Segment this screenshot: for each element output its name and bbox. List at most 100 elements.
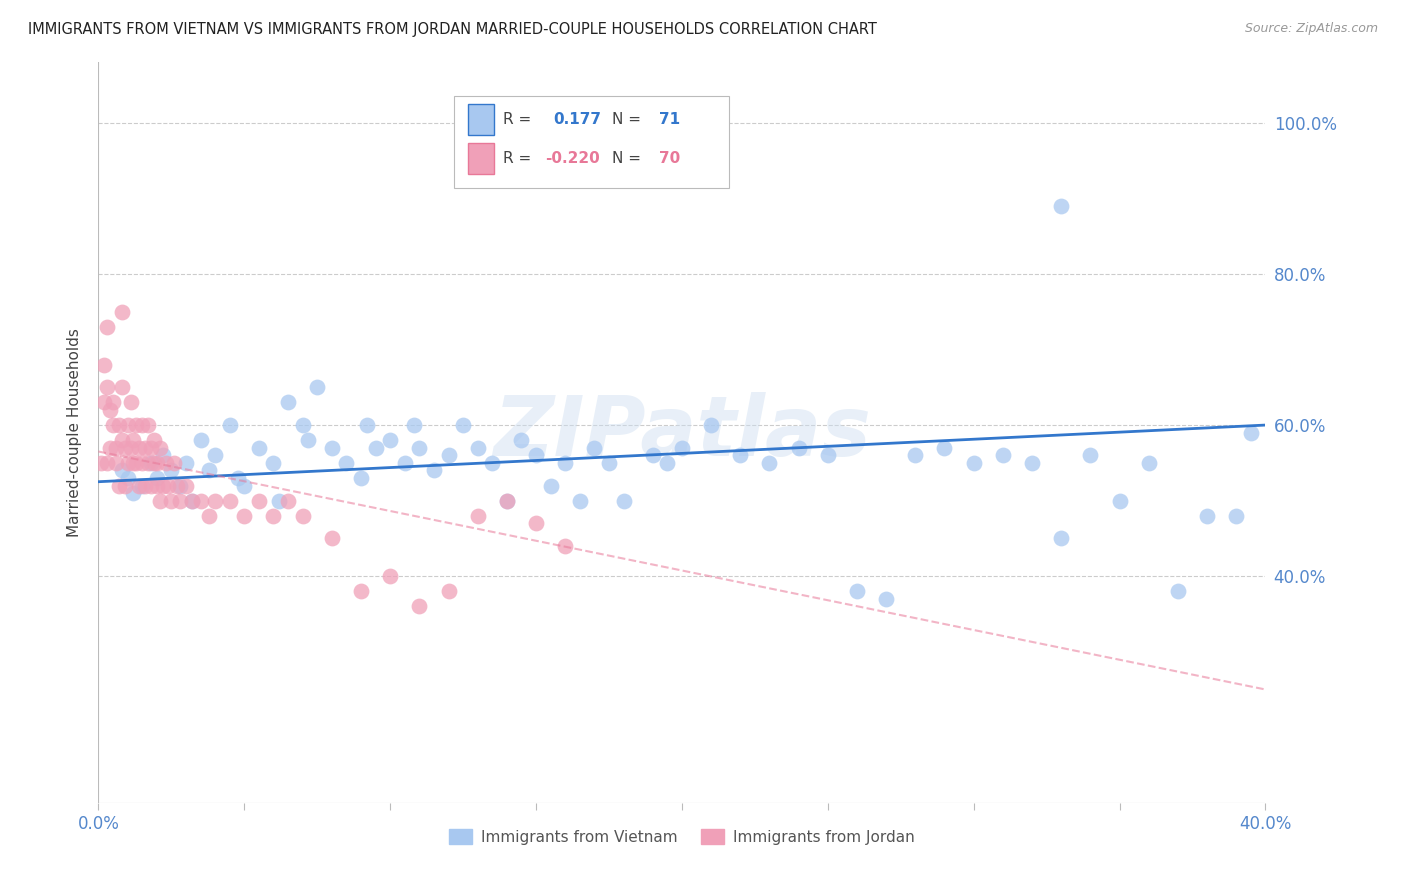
Point (96, 319, 118, 334)
Point (111, 463, 134, 477)
Point (380, 433, 402, 447)
Point (131, 478, 153, 492)
Point (991, 448, 1014, 462)
Point (108, 478, 131, 492)
Text: IMMIGRANTS FROM VIETNAM VS IMMIGRANTS FROM JORDAN MARRIED-COUPLE HOUSEHOLDS CORR: IMMIGRANTS FROM VIETNAM VS IMMIGRANTS FR… (28, 22, 877, 37)
Point (451, 418, 474, 433)
Point (297, 433, 319, 447)
Point (166, 478, 188, 492)
Point (321, 441, 343, 455)
Point (583, 441, 606, 455)
Point (364, 441, 387, 455)
Point (198, 508, 221, 523)
Point (423, 463, 446, 477)
Point (128, 441, 150, 455)
Point (568, 493, 591, 508)
Point (114, 478, 136, 492)
Point (134, 478, 156, 492)
Point (117, 456, 139, 470)
Point (90, 456, 112, 470)
Point (1050, 199, 1073, 213)
Text: -0.220: -0.220 (546, 151, 600, 166)
Point (142, 456, 165, 470)
Point (1195, 508, 1218, 523)
Text: R =: R = (503, 151, 531, 166)
Point (101, 395, 124, 409)
Point (408, 441, 430, 455)
Point (758, 456, 780, 470)
Point (122, 433, 145, 447)
Point (540, 478, 562, 492)
Point (233, 478, 256, 492)
Point (120, 395, 142, 409)
Point (149, 493, 172, 508)
FancyBboxPatch shape (468, 103, 494, 135)
Point (125, 418, 148, 433)
Point (1080, 448, 1102, 462)
Point (128, 478, 150, 492)
Point (307, 380, 329, 394)
Point (117, 471, 139, 485)
Point (356, 418, 378, 433)
Point (139, 456, 162, 470)
Point (481, 456, 503, 470)
Point (904, 448, 927, 462)
Point (641, 448, 664, 462)
Text: R =: R = (503, 112, 531, 127)
Point (1225, 508, 1247, 523)
Point (198, 463, 221, 477)
Point (142, 433, 165, 447)
Point (152, 478, 174, 492)
Point (169, 478, 191, 492)
Point (394, 456, 416, 470)
Point (321, 532, 343, 546)
Point (846, 584, 869, 599)
Text: 0.177: 0.177 (554, 112, 602, 127)
Point (277, 395, 299, 409)
Point (437, 584, 460, 599)
Text: N =: N = (612, 151, 641, 166)
Point (96, 456, 118, 470)
Point (277, 493, 299, 508)
Text: 70: 70 (658, 151, 681, 166)
FancyBboxPatch shape (454, 95, 728, 188)
Point (262, 508, 284, 523)
Point (101, 418, 124, 433)
Point (93, 358, 115, 372)
Point (146, 478, 169, 492)
Point (1240, 425, 1263, 440)
Point (247, 493, 270, 508)
Point (262, 456, 284, 470)
Point (437, 448, 460, 462)
Point (160, 493, 183, 508)
Point (117, 418, 139, 433)
Point (1108, 493, 1130, 508)
Text: ZIPatlas: ZIPatlas (494, 392, 870, 473)
Point (204, 493, 226, 508)
Point (134, 441, 156, 455)
Point (146, 471, 169, 485)
Point (269, 493, 291, 508)
Point (111, 433, 134, 447)
Point (190, 433, 212, 447)
Point (104, 441, 127, 455)
Point (247, 441, 270, 455)
Point (350, 471, 373, 485)
Point (111, 304, 134, 318)
Point (157, 478, 180, 492)
Point (108, 418, 131, 433)
Point (218, 418, 240, 433)
Point (131, 418, 153, 433)
Point (598, 456, 620, 470)
Point (524, 448, 547, 462)
Text: N =: N = (612, 112, 641, 127)
Point (402, 418, 425, 433)
Point (496, 493, 519, 508)
Point (139, 478, 162, 492)
Text: Source: ZipAtlas.com: Source: ZipAtlas.com (1244, 22, 1378, 36)
Point (291, 418, 314, 433)
Point (291, 508, 314, 523)
Point (149, 441, 172, 455)
Point (934, 441, 956, 455)
Point (120, 441, 142, 455)
